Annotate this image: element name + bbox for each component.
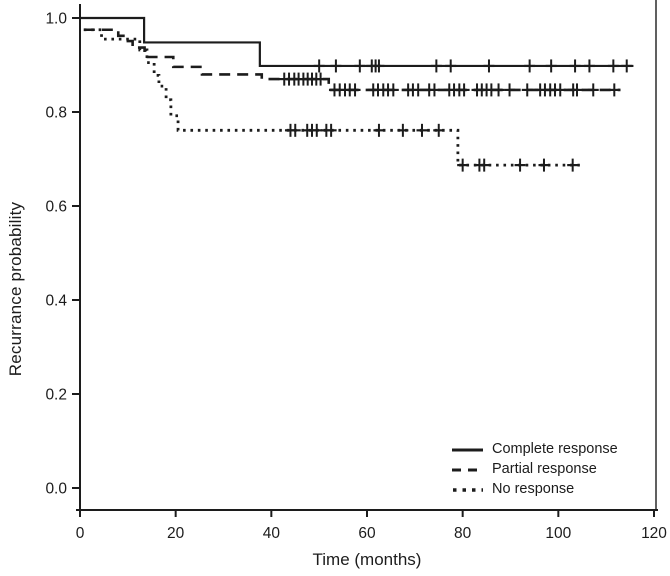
dashed-line-swatch-icon [452, 468, 483, 471]
legend: Complete response Partial response No re… [451, 440, 618, 499]
axis-ticks [72, 17, 655, 517]
x-axis-title: Time (months) [312, 550, 422, 569]
x-tick-label: 60 [358, 525, 376, 542]
x-tick-label: 40 [263, 525, 281, 542]
x-tick-label: 120 [641, 525, 667, 542]
legend-item-partial-response: Partial response [451, 460, 618, 479]
no-response-censor-marks [284, 123, 579, 172]
y-tick-label: 0.4 [45, 293, 67, 310]
y-tick-label: 0.2 [45, 387, 67, 404]
legend-item-no-response: No response [451, 480, 618, 499]
legend-item-complete-response: Complete response [451, 440, 618, 459]
partial-response-curve [83, 28, 621, 92]
y-tick-label: 0.8 [45, 105, 67, 122]
complete-response-censor-marks [313, 59, 633, 73]
axes [76, 0, 658, 511]
complete-response-curve [80, 16, 634, 68]
x-tick-label: 0 [76, 525, 85, 542]
y-tick-label: 1.0 [45, 11, 67, 28]
solid-line-swatch-icon [452, 448, 483, 451]
y-axis-title: Recurrance probability [6, 201, 25, 377]
x-tick-label: 80 [454, 525, 472, 542]
no-response-curve [83, 28, 580, 167]
x-tick-label: 20 [167, 525, 185, 542]
legend-label-partial-response: Partial response [492, 461, 597, 477]
legend-label-complete-response: Complete response [492, 441, 618, 457]
y-tick-label: 0.6 [45, 199, 67, 216]
dotted-line-swatch-icon [453, 487, 483, 492]
axis-tick-labels: 0 20 40 60 80 100 120 0.0 0.2 0.4 0.6 0.8 1.0 [45, 11, 667, 543]
y-tick-label: 0.0 [45, 481, 67, 498]
partial-response-censor-marks [278, 72, 620, 97]
x-tick-label: 100 [545, 525, 571, 542]
legend-label-no-response: No response [492, 481, 575, 497]
